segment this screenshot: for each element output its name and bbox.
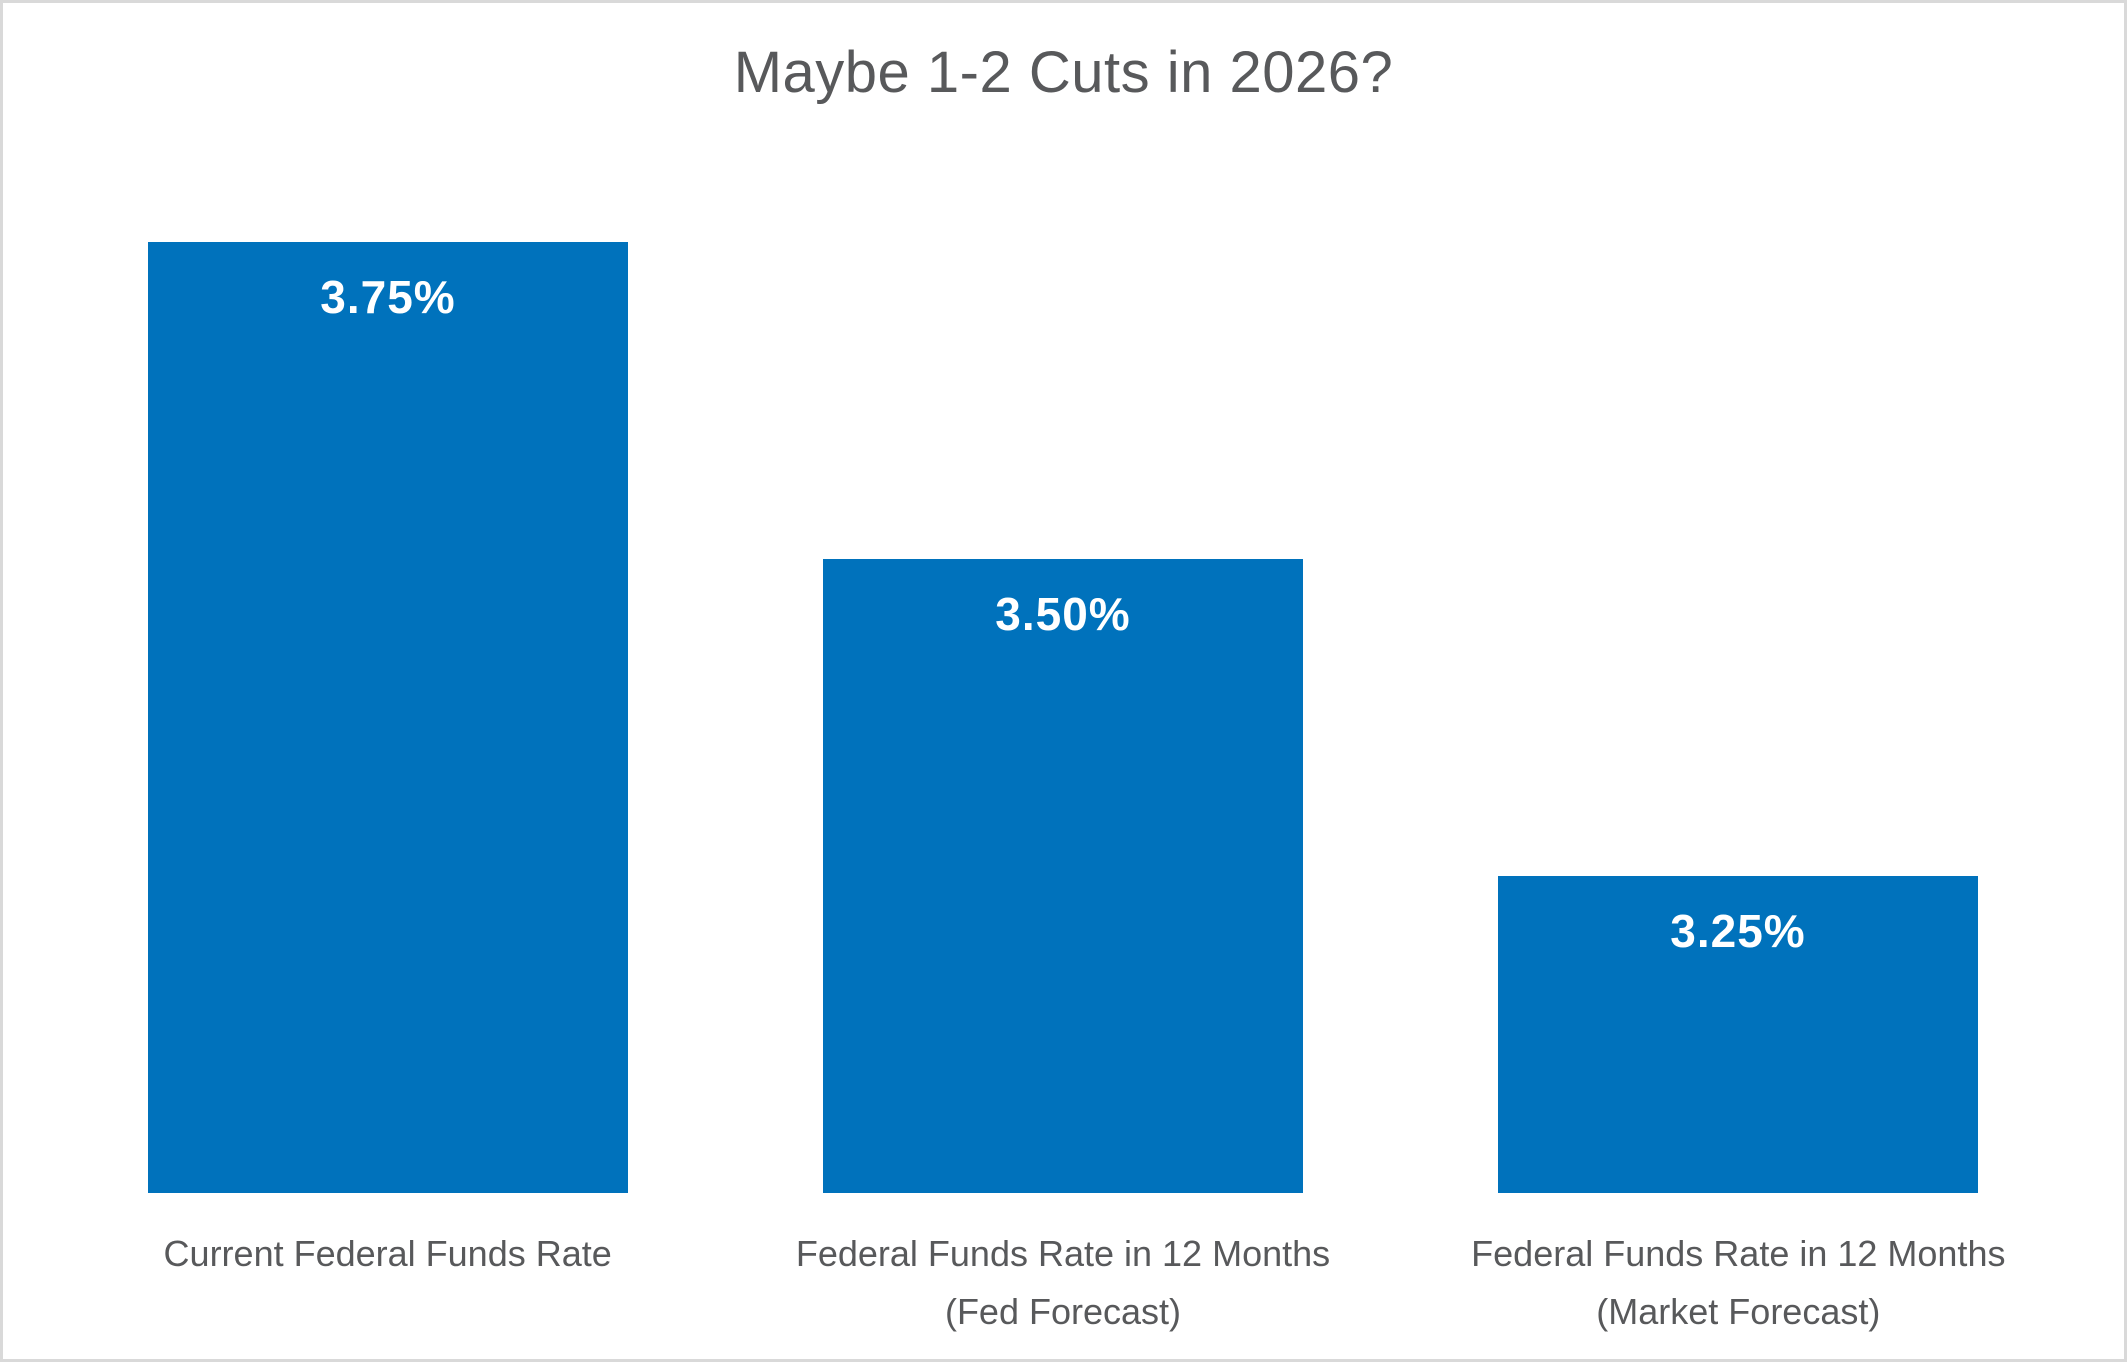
bar-fed-forecast: 3.50% [823, 559, 1303, 1193]
category-label-market-forecast: Federal Funds Rate in 12 Months (Market … [1401, 1225, 2076, 1340]
value-label: 3.75% [320, 271, 456, 323]
category-line: Current Federal Funds Rate [163, 1233, 612, 1274]
bar-column: 3.75% [148, 242, 628, 1193]
bar-market-forecast: 3.25% [1498, 876, 1978, 1193]
bar-column: 3.50% [823, 242, 1303, 1193]
bar-current-rate: 3.75% [148, 242, 628, 1193]
plot-area: 3.75% 3.50% 3.25% [148, 242, 1978, 1193]
category-label-fed-forecast: Federal Funds Rate in 12 Months (Fed For… [725, 1225, 1400, 1340]
chart-title: Maybe 1-2 Cuts in 2026? [733, 40, 1394, 105]
x-axis-labels: Current Federal Funds Rate Federal Funds… [50, 1225, 2076, 1340]
bar-column: 3.25% [1498, 242, 1978, 1193]
value-label: 3.25% [1670, 905, 1806, 958]
category-line: Federal Funds Rate in 12 Months [1471, 1233, 2006, 1274]
category-line: (Market Forecast) [1596, 1290, 1881, 1332]
category-line: (Fed Forecast) [944, 1290, 1182, 1332]
value-label: 3.50% [995, 588, 1131, 641]
category-label-current-rate: Current Federal Funds Rate [50, 1225, 725, 1340]
category-line: Federal Funds Rate in 12 Months [795, 1233, 1331, 1274]
